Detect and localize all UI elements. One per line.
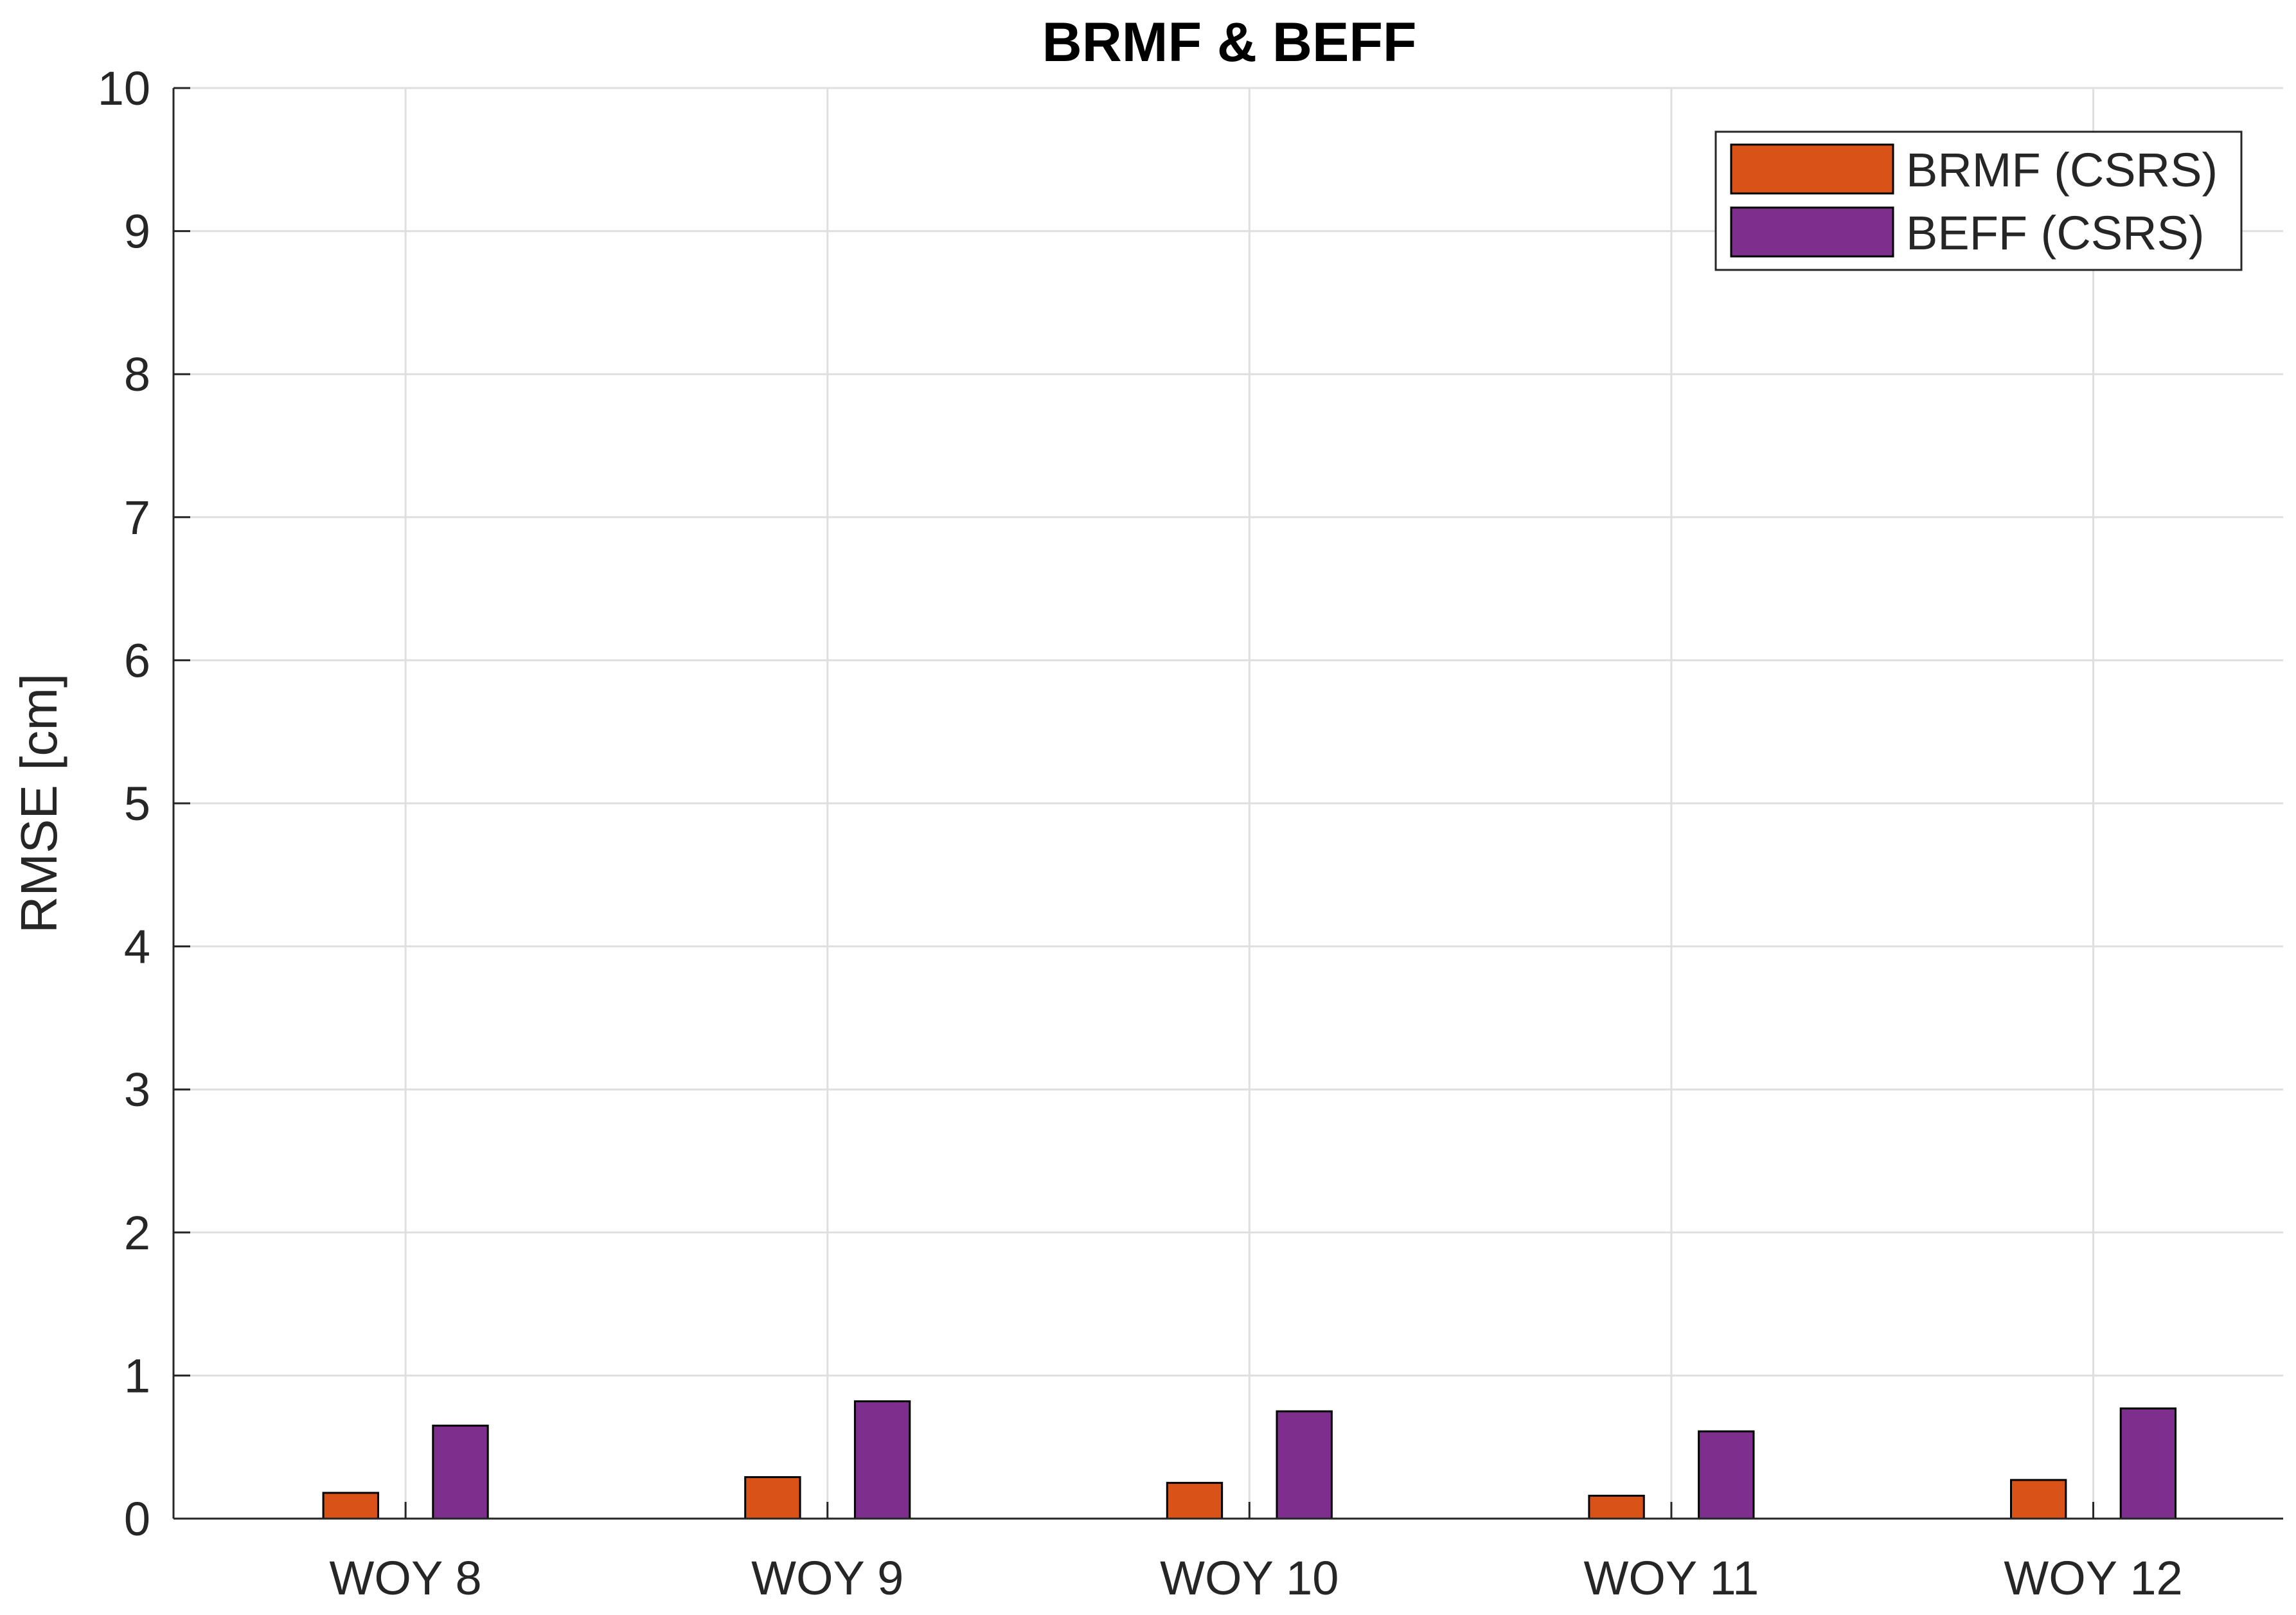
bar-brmf-4: [1588, 1494, 1645, 1520]
chart-title: BRMF & BEFF: [1042, 12, 1417, 73]
y-tick-label: 7: [124, 491, 150, 544]
bars: [322, 1400, 2177, 1520]
x-tick-label: WOY 8: [330, 1551, 482, 1605]
bar-beff-1: [432, 1424, 489, 1520]
legend-label-beff: BEFF (CSRS): [1906, 206, 2205, 260]
y-tick-label: 0: [124, 1492, 150, 1546]
y-axis-label: RMSE [cm]: [10, 674, 67, 933]
y-tick-label: 5: [124, 777, 150, 830]
y-tick-label: 3: [124, 1063, 150, 1116]
x-tick-label: WOY 10: [1160, 1551, 1339, 1605]
y-tick-label: 4: [124, 920, 150, 974]
x-tick-label: WOY 11: [1584, 1551, 1759, 1605]
axes: [172, 87, 2283, 1520]
bar-brmf-5: [2009, 1479, 2067, 1520]
tick-labels: 0 1 2 3 4 5 6 7 8 9 10 WOY 8 WOY 9 WOY 10 WOY 11 WOY 12: [98, 62, 2183, 1605]
bar-beff-4: [1698, 1430, 1755, 1520]
legend: BRMF (CSRS) BEFF (CSRS): [1714, 130, 2243, 271]
bar-brmf-2: [744, 1476, 801, 1520]
x-tick-label: WOY 9: [751, 1551, 903, 1605]
legend-swatch-brmf: [1730, 143, 1894, 195]
bar-brmf-3: [1166, 1481, 1224, 1520]
bar-beff-5: [2119, 1407, 2177, 1520]
y-tick-label: 9: [124, 205, 150, 258]
y-tick-label: 8: [124, 348, 150, 401]
y-tick-label: 10: [98, 62, 150, 115]
y-tick-label: 2: [124, 1206, 150, 1260]
bar-brmf-1: [322, 1492, 379, 1520]
y-tick-label: 6: [124, 634, 150, 687]
x-tick-label: WOY 12: [2004, 1551, 2182, 1605]
bar-beff-2: [853, 1400, 911, 1520]
grid-lines: [174, 87, 2283, 1520]
y-tick-label: 1: [124, 1349, 150, 1402]
legend-label-brmf: BRMF (CSRS): [1906, 143, 2218, 197]
legend-swatch-beff: [1730, 206, 1894, 258]
bar-beff-3: [1276, 1410, 1333, 1520]
